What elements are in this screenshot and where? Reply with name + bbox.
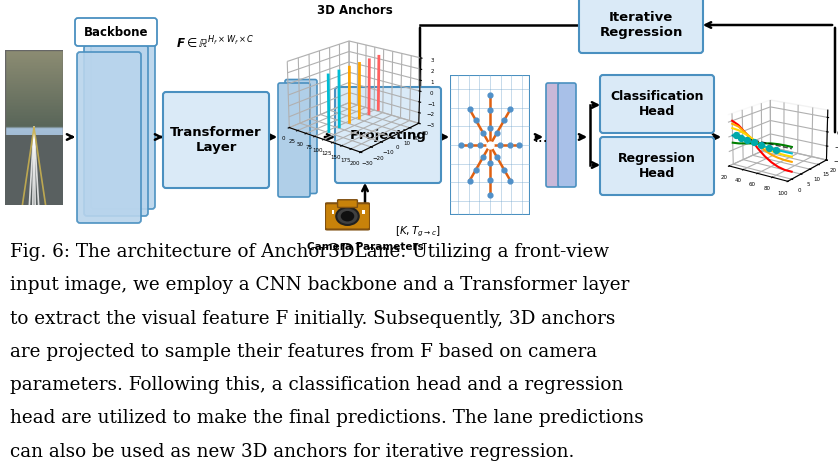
Point: [463, 105, 476, 113]
Point: [504, 177, 517, 184]
Point: [484, 191, 497, 199]
Point: [484, 91, 497, 98]
Point: [484, 176, 497, 184]
FancyBboxPatch shape: [600, 75, 714, 133]
Point: [476, 129, 489, 136]
Text: head are utilized to make the final predictions. The lane predictions: head are utilized to make the final pred…: [10, 409, 644, 428]
Text: Camera Parameters: Camera Parameters: [307, 242, 423, 252]
FancyBboxPatch shape: [325, 203, 370, 229]
Text: Transformer
Layer: Transformer Layer: [170, 126, 261, 154]
Point: [490, 153, 504, 161]
FancyBboxPatch shape: [163, 92, 269, 188]
Circle shape: [341, 211, 354, 221]
FancyBboxPatch shape: [600, 137, 714, 195]
Text: Iterative
Regression: Iterative Regression: [599, 11, 683, 39]
Point: [494, 141, 507, 149]
Text: Projecting: Projecting: [349, 129, 427, 142]
Text: parameters. Following this, a classification head and a regression: parameters. Following this, a classifica…: [10, 376, 623, 394]
Text: can also be used as new 3D anchors for iterative regression.: can also be used as new 3D anchors for i…: [10, 443, 574, 461]
FancyBboxPatch shape: [75, 18, 157, 46]
Text: $\boldsymbol{F} \in \mathbb{R}^{H_f \times W_f \times C}$: $\boldsymbol{F} \in \mathbb{R}^{H_f \tim…: [176, 35, 254, 51]
Text: to extract the visual feature F initially. Subsequently, 3D anchors: to extract the visual feature F initiall…: [10, 310, 615, 328]
Text: Classification
Head: Classification Head: [610, 90, 704, 118]
Text: Fig. 6: The architecture of Anchor3DLane. Utilizing a front-view: Fig. 6: The architecture of Anchor3DLane…: [10, 243, 609, 261]
Text: 3D Anchors: 3D Anchors: [317, 3, 393, 17]
Text: input image, we employ a CNN backbone and a Transformer layer: input image, we employ a CNN backbone an…: [10, 276, 629, 294]
FancyBboxPatch shape: [91, 38, 155, 209]
FancyBboxPatch shape: [285, 79, 317, 193]
Point: [504, 105, 517, 113]
Point: [469, 116, 483, 124]
FancyBboxPatch shape: [84, 45, 148, 216]
FancyBboxPatch shape: [558, 83, 576, 187]
FancyBboxPatch shape: [278, 83, 310, 197]
Point: [498, 116, 511, 124]
Point: [484, 141, 497, 149]
Text: are projected to sample their features from F based on camera: are projected to sample their features f…: [10, 343, 597, 361]
Point: [454, 141, 468, 149]
Circle shape: [336, 208, 359, 225]
Point: [504, 141, 517, 149]
Point: [469, 166, 483, 173]
Point: [484, 159, 497, 166]
Text: $[K, T_{g\to c}]$: $[K, T_{g\to c}]$: [395, 225, 441, 239]
FancyBboxPatch shape: [77, 52, 141, 223]
Point: [463, 141, 477, 149]
Point: [473, 141, 487, 149]
Point: [476, 153, 489, 161]
FancyBboxPatch shape: [335, 87, 441, 183]
Bar: [362, 210, 365, 214]
Point: [498, 166, 511, 173]
Point: [484, 106, 497, 114]
Text: Backbone: Backbone: [84, 26, 148, 38]
Point: [490, 129, 504, 136]
Text: ...: ...: [534, 130, 548, 144]
Point: [512, 141, 525, 149]
FancyBboxPatch shape: [579, 0, 703, 53]
Point: [484, 124, 497, 131]
Text: Regression
Head: Regression Head: [618, 152, 696, 180]
Point: [463, 177, 476, 184]
Bar: [332, 210, 334, 214]
FancyBboxPatch shape: [338, 200, 357, 208]
FancyBboxPatch shape: [546, 83, 560, 187]
